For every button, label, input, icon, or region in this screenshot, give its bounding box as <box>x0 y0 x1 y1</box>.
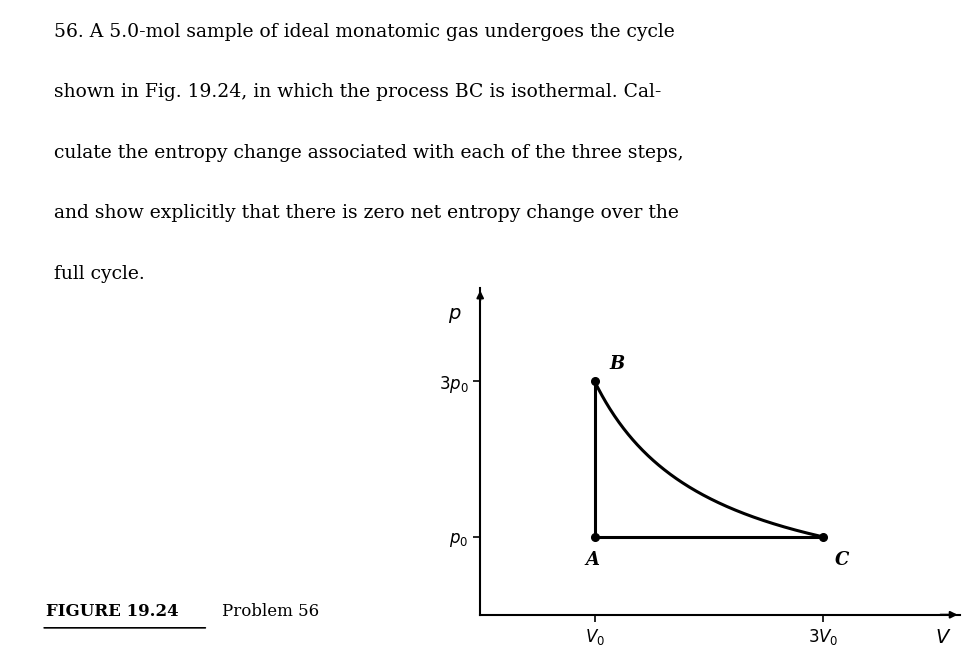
Text: Problem 56: Problem 56 <box>221 603 318 620</box>
Text: B: B <box>610 355 624 373</box>
Text: and show explicitly that there is zero net entropy change over the: and show explicitly that there is zero n… <box>54 204 679 222</box>
Text: 56. A 5.0-mol sample of ideal monatomic gas undergoes the cycle: 56. A 5.0-mol sample of ideal monatomic … <box>54 23 674 41</box>
Text: culate the entropy change associated with each of the three steps,: culate the entropy change associated wit… <box>54 144 683 162</box>
Text: A: A <box>585 551 600 569</box>
Text: FIGURE 19.24: FIGURE 19.24 <box>46 603 178 620</box>
Text: shown in Fig. 19.24, in which the process BC is isothermal. Cal-: shown in Fig. 19.24, in which the proces… <box>54 83 662 101</box>
Text: $V$: $V$ <box>935 629 952 647</box>
Text: full cycle.: full cycle. <box>54 265 145 283</box>
Text: C: C <box>835 551 849 569</box>
Text: $p$: $p$ <box>448 305 462 324</box>
